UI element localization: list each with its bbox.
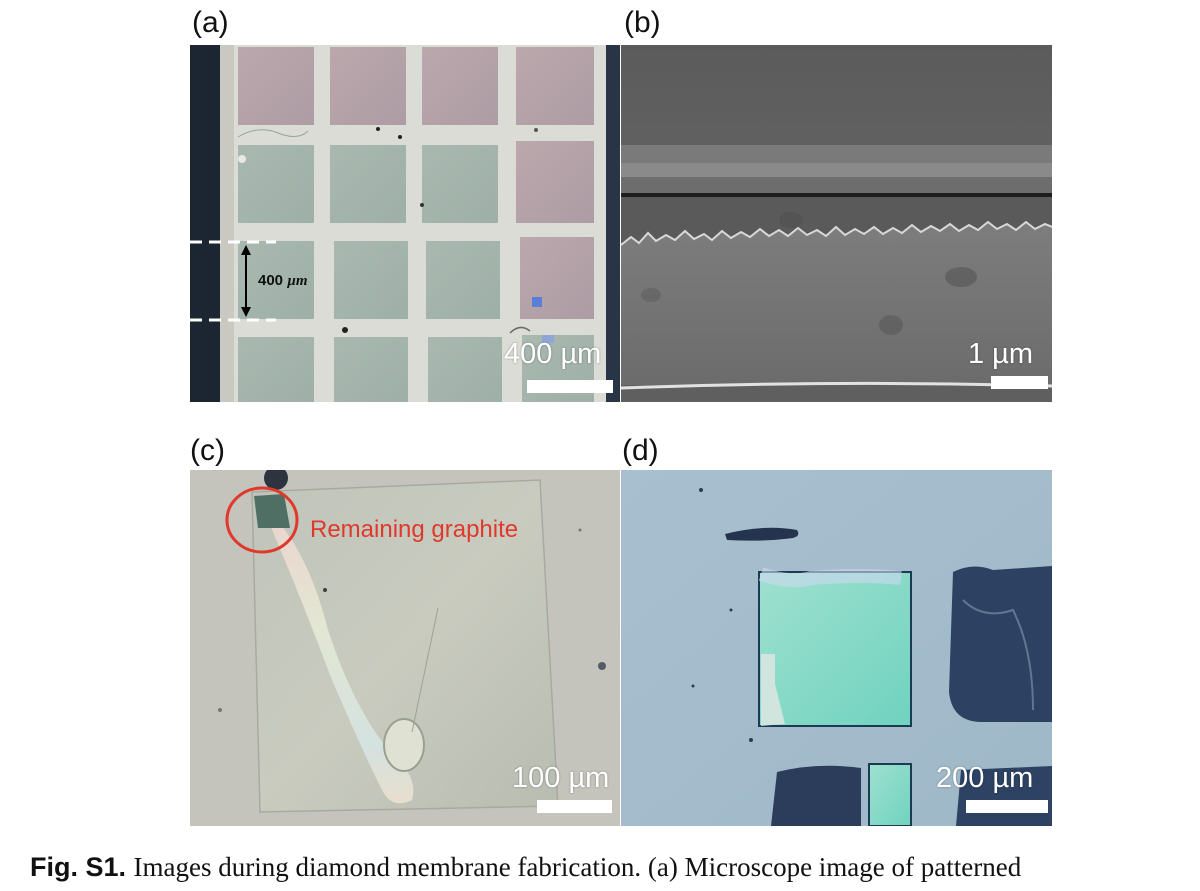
figure-label: Fig. S1. — [30, 852, 127, 882]
panel-c-image — [190, 470, 620, 826]
panel-d-label: (d) — [622, 434, 659, 467]
panel-c-scale-bar — [537, 800, 612, 813]
panel-c-scale-label: 100 µm — [512, 762, 610, 794]
panel-b-sem-image — [621, 45, 1052, 402]
panel-a-image — [190, 45, 620, 402]
panel-b-scale-bar — [991, 376, 1048, 389]
panel-a-scale-label: 400 µm — [504, 338, 602, 370]
panel-a-micrograph — [190, 45, 620, 402]
panel-a-label: (a) — [192, 6, 229, 39]
panel-a-dimension-unit: µm — [287, 273, 308, 289]
panel-d-image — [621, 470, 1052, 826]
figure-caption: Fig. S1. Images during diamond membrane … — [30, 852, 1190, 883]
caption-text: Images during diamond membrane fabricati… — [133, 852, 1022, 882]
remaining-graphite-circle — [225, 486, 299, 554]
panel-d-scale-label: 200 µm — [936, 762, 1034, 794]
panel-c-micrograph — [190, 470, 620, 826]
panel-d-scale-bar — [966, 800, 1048, 813]
remaining-graphite-annotation: Remaining graphite — [310, 516, 519, 543]
panel-c-label: (c) — [190, 434, 225, 467]
panel-d-micrograph — [621, 470, 1052, 826]
panel-a-scale-bar — [527, 380, 613, 393]
panel-a-dimension-label: 400 µm — [258, 272, 308, 290]
panel-b-image — [621, 45, 1052, 402]
panel-b-label: (b) — [624, 6, 661, 39]
panel-b-scale-label: 1 µm — [968, 338, 1034, 370]
panel-a-dimension-value: 400 — [258, 272, 284, 289]
